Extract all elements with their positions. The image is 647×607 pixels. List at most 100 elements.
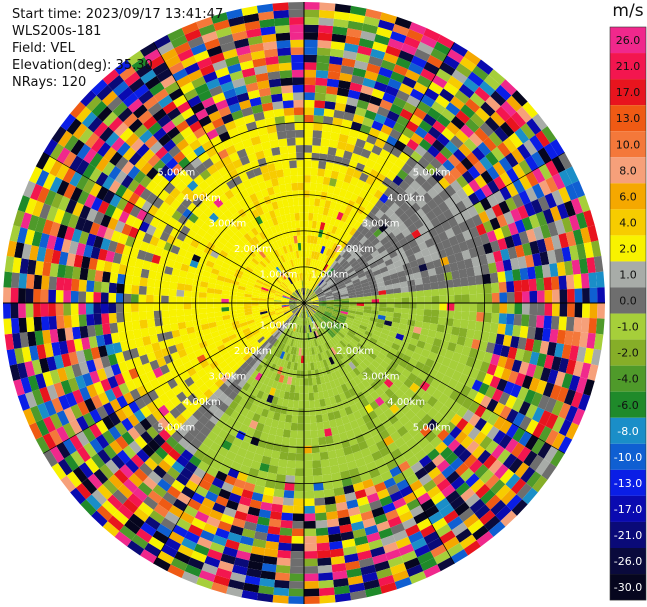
velocity-gate xyxy=(460,104,476,119)
velocity-gate xyxy=(533,226,544,241)
velocity-gate xyxy=(333,218,341,228)
velocity-gate xyxy=(417,156,430,169)
velocity-gate xyxy=(439,146,453,160)
velocity-gate xyxy=(318,298,327,301)
velocity-gate xyxy=(558,169,573,187)
velocity-gate xyxy=(546,249,557,265)
velocity-gate xyxy=(317,293,326,298)
velocity-gate xyxy=(380,59,396,72)
velocity-gate xyxy=(348,297,357,301)
velocity-gate xyxy=(382,92,396,104)
velocity-gate xyxy=(371,295,380,300)
velocity-gate xyxy=(361,217,371,227)
velocity-gate xyxy=(503,211,515,225)
velocity-gate xyxy=(516,106,533,124)
velocity-gate xyxy=(386,153,399,165)
velocity-gate xyxy=(347,289,356,294)
velocity-gate xyxy=(451,270,461,280)
velocity-gate xyxy=(354,241,363,250)
velocity-gate xyxy=(313,122,323,131)
velocity-gate xyxy=(304,295,307,303)
velocity-gate xyxy=(543,277,552,291)
velocity-gate xyxy=(334,235,342,245)
velocity-gate xyxy=(355,162,366,173)
velocity-gate xyxy=(333,186,342,196)
velocity-gate xyxy=(419,214,431,226)
velocity-gate xyxy=(365,242,375,251)
velocity-gate xyxy=(311,283,317,291)
velocity-gate xyxy=(305,288,309,296)
velocity-gate xyxy=(537,147,552,164)
velocity-gate xyxy=(478,254,489,266)
velocity-gate xyxy=(565,183,578,201)
velocity-gate xyxy=(337,220,345,230)
velocity-gate xyxy=(398,83,414,96)
velocity-gate xyxy=(492,190,506,204)
velocity-gate xyxy=(565,274,575,290)
velocity-gate xyxy=(307,289,311,297)
velocity-gate xyxy=(335,148,345,158)
velocity-gate xyxy=(304,242,308,251)
velocity-gate xyxy=(510,208,522,223)
velocity-gate xyxy=(518,159,533,176)
velocity-gate xyxy=(479,156,493,171)
velocity-gate xyxy=(374,34,391,46)
velocity-gate xyxy=(468,284,477,295)
velocity-gate xyxy=(334,202,342,212)
velocity-gate xyxy=(315,252,321,261)
velocity-gate xyxy=(521,279,530,292)
velocity-gate xyxy=(360,278,369,285)
velocity-gate xyxy=(455,129,469,144)
velocity-gate xyxy=(380,124,393,136)
velocity-gate xyxy=(485,252,496,264)
velocity-gate xyxy=(320,191,328,200)
velocity-gate xyxy=(370,48,386,60)
velocity-gate xyxy=(313,107,325,116)
start-time-text: Start time: 2023/09/17 13:41:47 xyxy=(12,7,224,22)
velocity-gate xyxy=(354,60,369,71)
velocity-gate xyxy=(526,118,542,135)
velocity-gate xyxy=(315,276,321,285)
velocity-gate xyxy=(441,108,456,122)
colorbar-label: 10.0 xyxy=(616,138,641,151)
velocity-gate xyxy=(522,242,533,257)
velocity-gate xyxy=(349,218,358,228)
velocity-gate xyxy=(306,280,309,289)
colorbar-label: -8.0 xyxy=(617,425,638,438)
velocity-gate xyxy=(364,230,374,240)
velocity-gate xyxy=(580,273,590,289)
velocity-gate xyxy=(389,103,404,116)
velocity-gate xyxy=(454,251,464,263)
velocity-gate xyxy=(502,137,518,153)
colorbar-label: 21.0 xyxy=(616,60,641,73)
velocity-gate xyxy=(417,241,428,251)
velocity-gate xyxy=(334,276,342,283)
velocity-gate xyxy=(309,197,316,206)
velocity-gate xyxy=(410,202,421,214)
velocity-gate xyxy=(348,13,366,24)
velocity-gate xyxy=(416,290,425,298)
velocity-gate xyxy=(496,141,511,158)
velocity-gate xyxy=(356,293,364,298)
velocity-gate xyxy=(326,266,333,274)
velocity-gate xyxy=(354,106,367,117)
velocity-gate xyxy=(371,144,383,156)
velocity-gate xyxy=(360,262,370,270)
velocity-gate xyxy=(514,219,526,234)
velocity-gate xyxy=(304,69,317,78)
velocity-gate xyxy=(538,163,553,181)
velocity-gate xyxy=(461,196,474,209)
velocity-gate xyxy=(406,29,424,42)
velocity-gate xyxy=(340,65,355,75)
velocity-gate xyxy=(310,167,319,176)
velocity-gate xyxy=(341,197,350,207)
velocity-gate xyxy=(349,176,360,187)
velocity-gate xyxy=(339,126,351,136)
velocity-gate xyxy=(505,116,521,133)
velocity-gate xyxy=(369,283,378,289)
velocity-gate xyxy=(369,261,378,269)
velocity-gate xyxy=(361,282,370,288)
velocity-gate xyxy=(401,291,410,298)
velocity-gate xyxy=(341,157,351,168)
velocity-gate xyxy=(459,56,477,72)
